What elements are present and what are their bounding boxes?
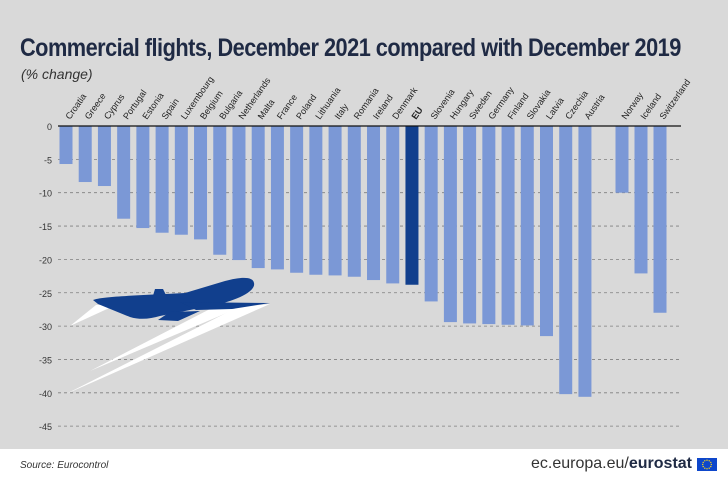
bar-luxembourg bbox=[174, 126, 188, 235]
bar-netherlands bbox=[232, 126, 246, 261]
bar-austria bbox=[578, 126, 592, 397]
y-axis-ticks: 0 -5 -10 -15 -20 -25 -30 -35 -40 -45 bbox=[39, 122, 52, 432]
footer: Source: Eurocontrol ec.europa.eu/eurosta… bbox=[0, 449, 728, 481]
y-tick-label: -20 bbox=[39, 255, 52, 265]
bar-sweden bbox=[463, 126, 477, 324]
bar-chart: 0 -5 -10 -15 -20 -25 -30 -35 -40 -45 CroatiaGreec… bbox=[39, 74, 692, 432]
bar-spain bbox=[155, 126, 169, 233]
bar-italy bbox=[328, 126, 342, 276]
bar-poland bbox=[290, 126, 304, 273]
bar-finland bbox=[501, 126, 515, 325]
y-tick-label: -40 bbox=[39, 389, 52, 399]
eurostat-link[interactable]: ec.europa.eu/eurostat bbox=[531, 455, 692, 473]
y-tick-label: -45 bbox=[39, 422, 52, 432]
y-tick-label: -25 bbox=[39, 289, 52, 299]
bar-portugal bbox=[117, 126, 131, 219]
bar-czechia bbox=[559, 126, 573, 395]
bar-denmark bbox=[386, 126, 400, 284]
x-label-italy: Italy bbox=[333, 101, 351, 121]
y-tick-label: -5 bbox=[44, 155, 52, 165]
bar-slovenia bbox=[424, 126, 438, 302]
bar-estonia bbox=[136, 126, 150, 229]
bar-greece bbox=[78, 126, 92, 183]
bars bbox=[59, 126, 667, 397]
x-label-eu: EU bbox=[409, 105, 424, 121]
bar-romania bbox=[347, 126, 361, 277]
bar-hungary bbox=[443, 126, 457, 323]
bar-malta bbox=[251, 126, 265, 269]
bar-norway bbox=[615, 126, 629, 193]
bar-ireland bbox=[367, 126, 381, 281]
x-axis-labels: CroatiaGreeceCyprusPortugalEstoniaSpainL… bbox=[63, 74, 692, 121]
bar-croatia bbox=[59, 126, 73, 165]
bar-lithuania bbox=[309, 126, 323, 275]
brand-domain: ec.europa.eu/ bbox=[531, 455, 629, 472]
bar-germany bbox=[482, 126, 496, 325]
y-tick-label: -15 bbox=[39, 222, 52, 232]
bar-france bbox=[270, 126, 284, 270]
brand-name: eurostat bbox=[628, 455, 692, 472]
chart-subtitle: (% change) bbox=[21, 66, 93, 82]
bar-switzerland bbox=[653, 126, 667, 313]
bar-latvia bbox=[540, 126, 553, 337]
eu-flag-icon bbox=[697, 458, 717, 471]
bar-iceland bbox=[634, 126, 648, 274]
chart-title: Commercial flights, December 2021 compar… bbox=[20, 34, 681, 62]
x-label-malta: Malta bbox=[256, 97, 277, 121]
source-note: Source: Eurocontrol bbox=[20, 460, 109, 471]
bar-eu bbox=[405, 126, 419, 285]
y-tick-label: -10 bbox=[39, 189, 52, 199]
y-tick-label: -35 bbox=[39, 355, 52, 365]
bar-cyprus bbox=[97, 126, 111, 187]
bar-slovakia bbox=[520, 126, 534, 326]
x-label-switzerland: Switzerland bbox=[657, 77, 692, 121]
y-tick-label: -30 bbox=[39, 322, 52, 332]
bar-bulgaria bbox=[213, 126, 227, 255]
y-tick-label: 0 bbox=[47, 122, 52, 132]
airplane-icon bbox=[66, 277, 270, 394]
bar-belgium bbox=[194, 126, 208, 240]
